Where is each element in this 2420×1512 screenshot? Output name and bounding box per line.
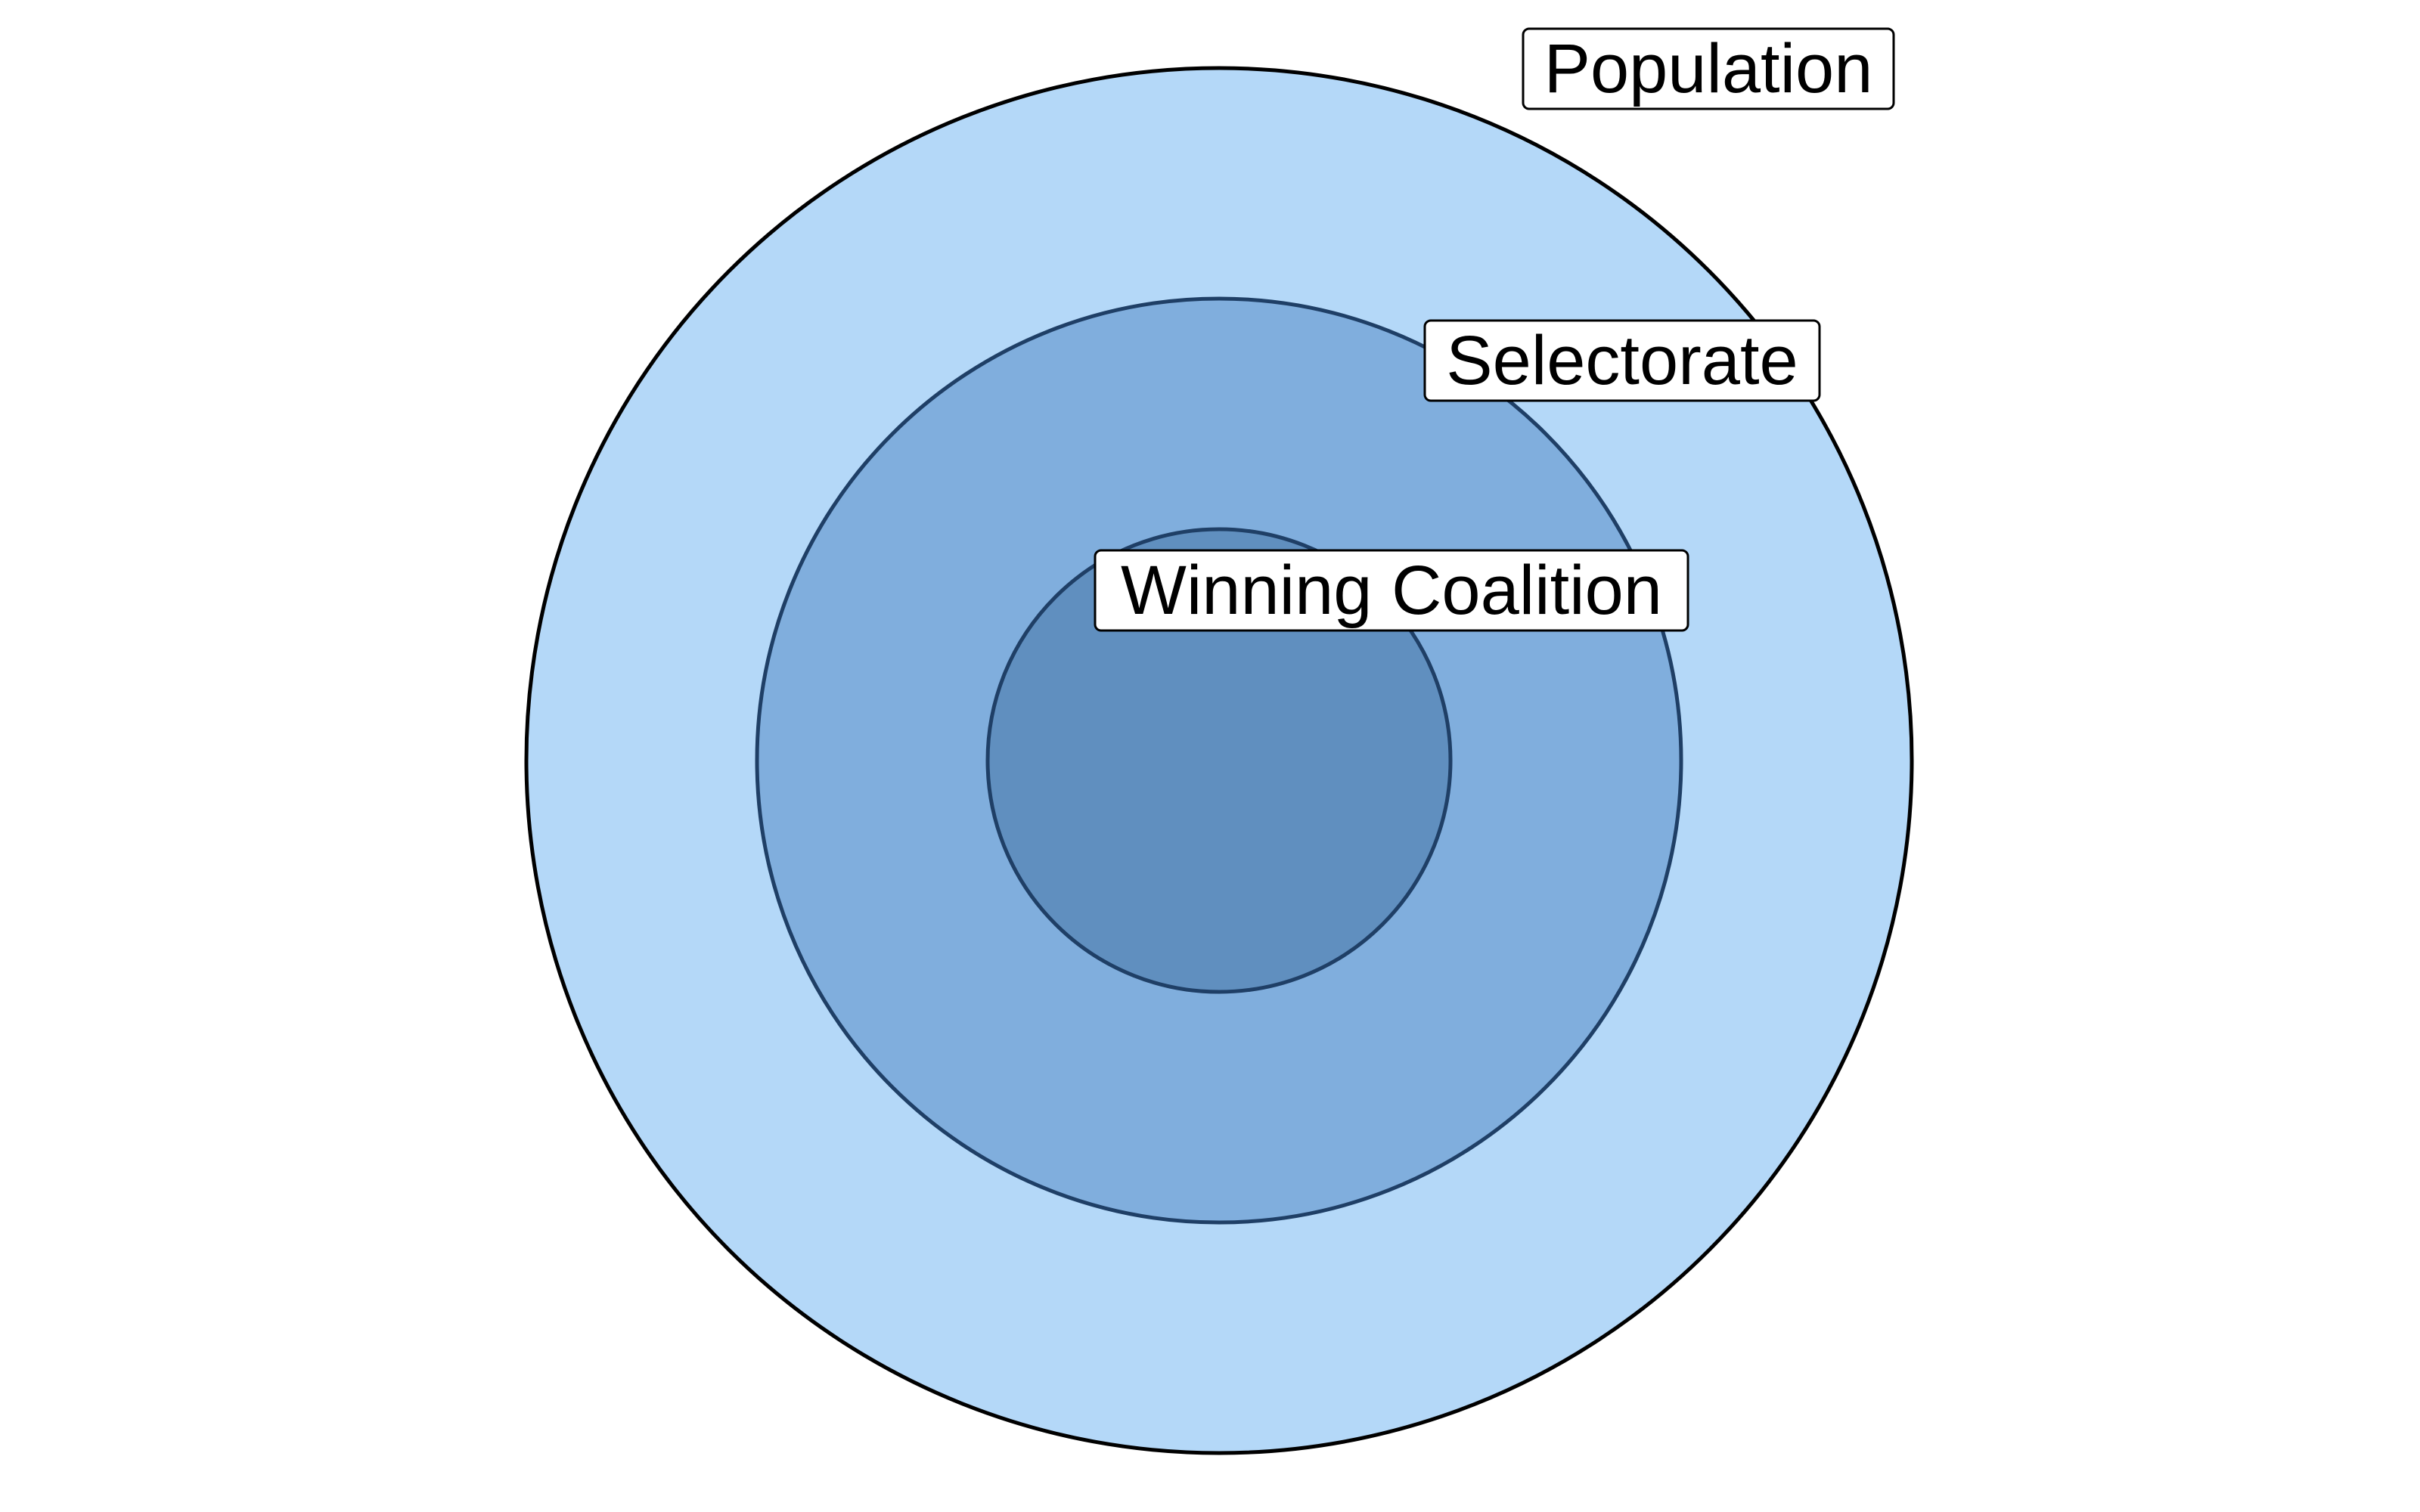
winning-coalition-label-text: Winning Coalition xyxy=(1121,552,1662,629)
population-label-text: Population xyxy=(1544,30,1873,107)
population-label: Population xyxy=(1522,27,1895,110)
population-label-box xyxy=(1522,27,1895,110)
selectorate-label: Selectorate xyxy=(1423,319,1821,402)
selectorate-label-text: Selectorate xyxy=(1446,322,1798,399)
selectorate-label-box xyxy=(1423,319,1821,402)
winning-coalition-label: Winning Coalition xyxy=(1094,549,1689,632)
winning-coalition-label-box xyxy=(1094,549,1689,632)
winning-coalition-circle xyxy=(985,527,1453,994)
